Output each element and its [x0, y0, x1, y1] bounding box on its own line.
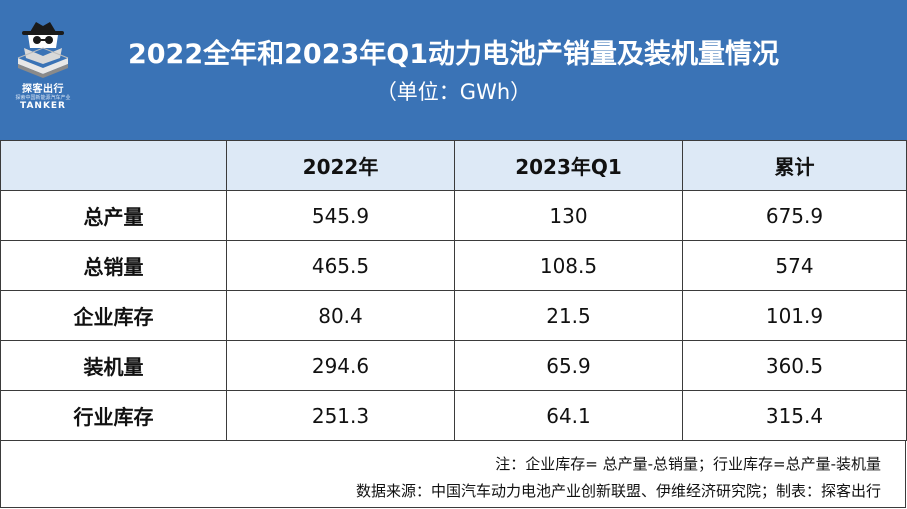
battery-data-table: 2022年 2023年Q1 累计 总产量 545.9 130 675.9 总销量… [0, 140, 907, 441]
table-cell: 80.4 [226, 290, 455, 341]
table-cell: 545.9 [226, 190, 455, 241]
title-banner: 探客出行 探索中国新能源汽车产业 TANKER 2022全年和2023年Q1动力… [0, 0, 907, 140]
table-cell: 108.5 [454, 240, 683, 291]
row-label: 装机量 [0, 340, 227, 391]
footnotes-box: 注：企业库存= 总产量-总销量；行业库存=总产量-装机量 数据来源：中国汽车动力… [0, 441, 906, 508]
table-row: 企业库存 80.4 21.5 101.9 [0, 290, 907, 341]
table-cell: 251.3 [226, 390, 455, 441]
tanker-logo: 探客出行 探索中国新能源汽车产业 TANKER [10, 18, 76, 118]
table-row: 行业库存 251.3 64.1 315.4 [0, 390, 907, 441]
header-cell-2022: 2022年 [226, 140, 455, 191]
source-note: 数据来源：中国汽车动力电池产业创新联盟、伊维经济研究院；制表：探客出行 [355, 482, 881, 500]
table-header-row: 2022年 2023年Q1 累计 [0, 140, 907, 191]
header-cell-total: 累计 [682, 140, 907, 191]
table-cell: 465.5 [226, 240, 455, 291]
table-cell: 675.9 [682, 190, 907, 241]
row-label: 行业库存 [0, 390, 227, 441]
table-cell: 65.9 [454, 340, 683, 391]
table-cell: 574 [682, 240, 907, 291]
row-label: 企业库存 [0, 290, 227, 341]
row-label: 总产量 [0, 190, 227, 241]
table-cell: 101.9 [682, 290, 907, 341]
table-row: 总销量 465.5 108.5 574 [0, 240, 907, 291]
table-cell: 64.1 [454, 390, 683, 441]
header-cell-blank [0, 140, 227, 191]
table-cell: 360.5 [682, 340, 907, 391]
table-row: 总产量 545.9 130 675.9 [0, 190, 907, 241]
table-cell: 130 [454, 190, 683, 241]
logo-name-cn: 探客出行 [22, 84, 64, 95]
header-cell-2023q1: 2023年Q1 [454, 140, 683, 191]
logo-name-en: TANKER [20, 101, 66, 111]
table-cell: 315.4 [682, 390, 907, 441]
formula-note: 注：企业库存= 总产量-总销量；行业库存=总产量-装机量 [495, 455, 881, 473]
logo-tagline: 探索中国新能源汽车产业 [15, 95, 71, 101]
spy-mascot-icon [17, 22, 69, 78]
table-row: 装机量 294.6 65.9 360.5 [0, 340, 907, 391]
row-label: 总销量 [0, 240, 227, 291]
table-cell: 294.6 [226, 340, 455, 391]
page-title: 2022全年和2023年Q1动力电池产销量及装机量情况 [127, 39, 780, 70]
unit-subtitle: （单位：GWh） [375, 80, 532, 104]
table-cell: 21.5 [454, 290, 683, 341]
